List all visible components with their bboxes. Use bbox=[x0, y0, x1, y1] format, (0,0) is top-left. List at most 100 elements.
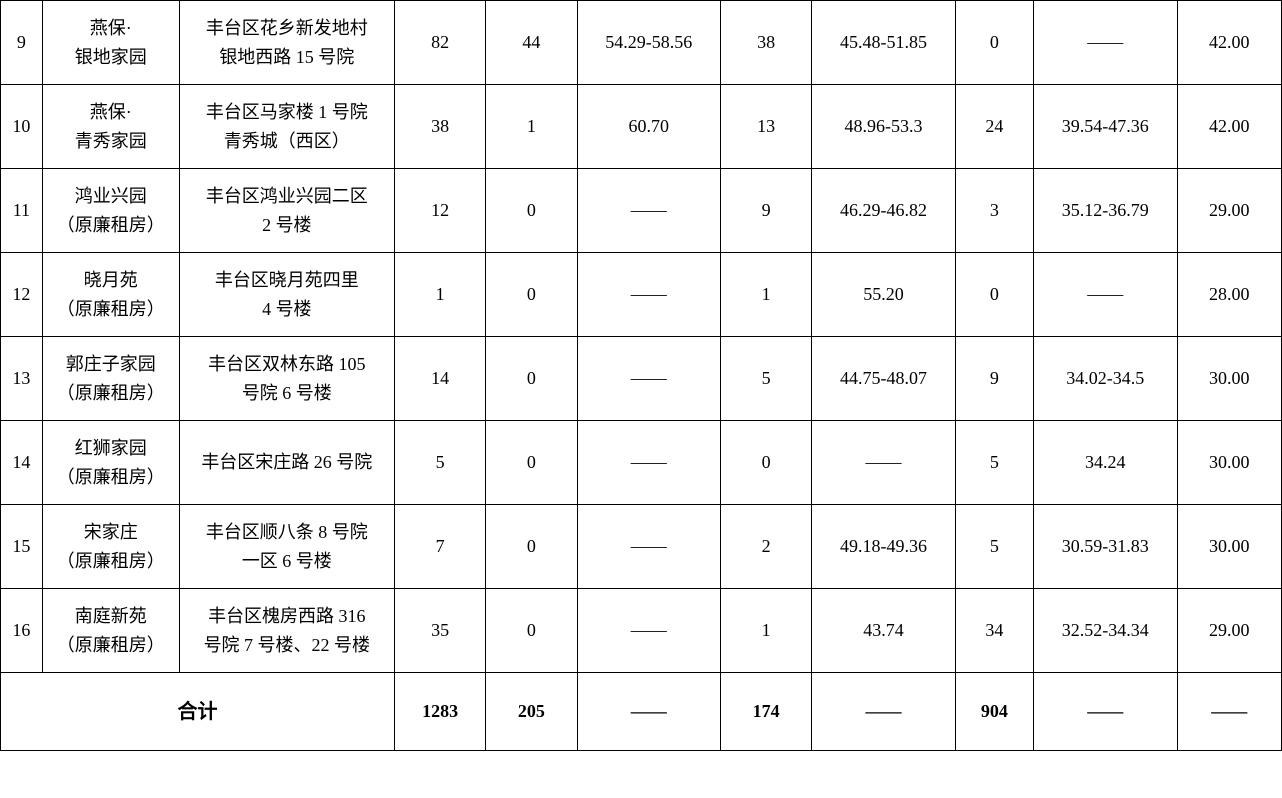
total-cell: —— bbox=[1034, 673, 1177, 751]
table-cell: 丰台区双林东路 105号院 6 号楼 bbox=[179, 337, 394, 421]
table-cell: 13 bbox=[721, 85, 812, 169]
table-cell: 1 bbox=[721, 253, 812, 337]
table-cell: 34.02-34.5 bbox=[1034, 337, 1177, 421]
table-cell: 9 bbox=[1, 1, 43, 85]
table-cell: 10 bbox=[1, 85, 43, 169]
table-cell: 42.00 bbox=[1177, 1, 1281, 85]
table-cell: 43.74 bbox=[812, 589, 955, 673]
table-row: 15宋家庄（原廉租房）丰台区顺八条 8 号院一区 6 号楼70——249.18-… bbox=[1, 505, 1282, 589]
table-cell: 34 bbox=[955, 589, 1033, 673]
table-cell: —— bbox=[577, 589, 720, 673]
total-row: 合计1283205——174——904———— bbox=[1, 673, 1282, 751]
table-cell: 0 bbox=[486, 253, 577, 337]
total-cell: —— bbox=[812, 673, 955, 751]
table-cell: 60.70 bbox=[577, 85, 720, 169]
table-cell: 45.48-51.85 bbox=[812, 1, 955, 85]
table-body: 9燕保·银地家园丰台区花乡新发地村银地西路 15 号院824454.29-58.… bbox=[1, 1, 1282, 751]
table-cell: 12 bbox=[1, 253, 43, 337]
table-cell: 南庭新苑（原廉租房） bbox=[42, 589, 179, 673]
table-cell: —— bbox=[1034, 253, 1177, 337]
table-cell: 燕保·青秀家园 bbox=[42, 85, 179, 169]
table-cell: 丰台区宋庄路 26 号院 bbox=[179, 421, 394, 505]
table-cell: —— bbox=[577, 505, 720, 589]
housing-table: 9燕保·银地家园丰台区花乡新发地村银地西路 15 号院824454.29-58.… bbox=[0, 0, 1282, 751]
table-cell: 0 bbox=[955, 1, 1033, 85]
table-cell: 30.00 bbox=[1177, 337, 1281, 421]
total-cell: —— bbox=[577, 673, 720, 751]
table-row: 10燕保·青秀家园丰台区马家楼 1 号院青秀城（西区）38160.701348.… bbox=[1, 85, 1282, 169]
table-cell: 郭庄子家园（原廉租房） bbox=[42, 337, 179, 421]
table-cell: 11 bbox=[1, 169, 43, 253]
table-cell: 14 bbox=[1, 421, 43, 505]
total-cell: 205 bbox=[486, 673, 577, 751]
table-cell: 32.52-34.34 bbox=[1034, 589, 1177, 673]
table-cell: 0 bbox=[486, 589, 577, 673]
table-cell: 7 bbox=[394, 505, 485, 589]
table-cell: 12 bbox=[394, 169, 485, 253]
table-row: 16南庭新苑（原廉租房）丰台区槐房西路 316号院 7 号楼、22 号楼350—… bbox=[1, 589, 1282, 673]
table-row: 9燕保·银地家园丰台区花乡新发地村银地西路 15 号院824454.29-58.… bbox=[1, 1, 1282, 85]
table-cell: 5 bbox=[955, 421, 1033, 505]
table-cell: 0 bbox=[955, 253, 1033, 337]
table-cell: 1 bbox=[486, 85, 577, 169]
table-row: 14红狮家园（原廉租房）丰台区宋庄路 26 号院50——0——534.2430.… bbox=[1, 421, 1282, 505]
table-cell: 1 bbox=[721, 589, 812, 673]
total-cell: 1283 bbox=[394, 673, 485, 751]
table-cell: 39.54-47.36 bbox=[1034, 85, 1177, 169]
table-cell: 38 bbox=[721, 1, 812, 85]
table-cell: 34.24 bbox=[1034, 421, 1177, 505]
table-cell: 54.29-58.56 bbox=[577, 1, 720, 85]
table-cell: 44 bbox=[486, 1, 577, 85]
table-cell: 14 bbox=[394, 337, 485, 421]
table-cell: —— bbox=[812, 421, 955, 505]
table-cell: 燕保·银地家园 bbox=[42, 1, 179, 85]
table-cell: 2 bbox=[721, 505, 812, 589]
table-cell: 丰台区槐房西路 316号院 7 号楼、22 号楼 bbox=[179, 589, 394, 673]
table-cell: 38 bbox=[394, 85, 485, 169]
table-cell: 9 bbox=[721, 169, 812, 253]
table-cell: 1 bbox=[394, 253, 485, 337]
table-cell: 30.59-31.83 bbox=[1034, 505, 1177, 589]
table-cell: 44.75-48.07 bbox=[812, 337, 955, 421]
table-cell: 丰台区顺八条 8 号院一区 6 号楼 bbox=[179, 505, 394, 589]
table-cell: 0 bbox=[486, 337, 577, 421]
table-cell: 29.00 bbox=[1177, 169, 1281, 253]
table-cell: 48.96-53.3 bbox=[812, 85, 955, 169]
table-cell: 30.00 bbox=[1177, 505, 1281, 589]
table-cell: 3 bbox=[955, 169, 1033, 253]
table-cell: —— bbox=[577, 253, 720, 337]
total-cell: —— bbox=[1177, 673, 1281, 751]
table-cell: 红狮家园（原廉租房） bbox=[42, 421, 179, 505]
table-cell: —— bbox=[577, 421, 720, 505]
table-cell: 5 bbox=[394, 421, 485, 505]
table-cell: 24 bbox=[955, 85, 1033, 169]
table-cell: 丰台区马家楼 1 号院青秀城（西区） bbox=[179, 85, 394, 169]
table-cell: 丰台区花乡新发地村银地西路 15 号院 bbox=[179, 1, 394, 85]
table-cell: 82 bbox=[394, 1, 485, 85]
total-cell: 904 bbox=[955, 673, 1033, 751]
table-cell: 鸿业兴园（原廉租房） bbox=[42, 169, 179, 253]
table-cell: —— bbox=[1034, 1, 1177, 85]
table-cell: 丰台区鸿业兴园二区2 号楼 bbox=[179, 169, 394, 253]
table-cell: 9 bbox=[955, 337, 1033, 421]
table-cell: 5 bbox=[955, 505, 1033, 589]
table-cell: 15 bbox=[1, 505, 43, 589]
table-cell: 16 bbox=[1, 589, 43, 673]
table-cell: 丰台区晓月苑四里4 号楼 bbox=[179, 253, 394, 337]
table-row: 13郭庄子家园（原廉租房）丰台区双林东路 105号院 6 号楼140——544.… bbox=[1, 337, 1282, 421]
table-cell: 46.29-46.82 bbox=[812, 169, 955, 253]
table-cell: 0 bbox=[721, 421, 812, 505]
total-label: 合计 bbox=[1, 673, 395, 751]
table-cell: 0 bbox=[486, 421, 577, 505]
table-cell: 13 bbox=[1, 337, 43, 421]
table-row: 11鸿业兴园（原廉租房）丰台区鸿业兴园二区2 号楼120——946.29-46.… bbox=[1, 169, 1282, 253]
table-cell: 5 bbox=[721, 337, 812, 421]
table-cell: 42.00 bbox=[1177, 85, 1281, 169]
total-cell: 174 bbox=[721, 673, 812, 751]
table-row: 12晓月苑（原廉租房）丰台区晓月苑四里4 号楼10——155.200——28.0… bbox=[1, 253, 1282, 337]
table-cell: 0 bbox=[486, 169, 577, 253]
table-cell: 30.00 bbox=[1177, 421, 1281, 505]
table-cell: —— bbox=[577, 169, 720, 253]
table-cell: 29.00 bbox=[1177, 589, 1281, 673]
table-cell: 28.00 bbox=[1177, 253, 1281, 337]
